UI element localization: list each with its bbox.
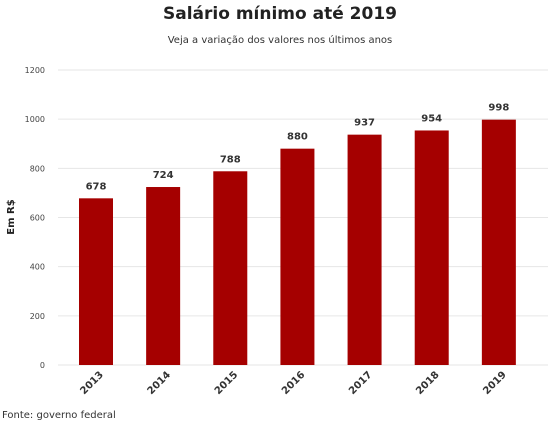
bar-2018 xyxy=(414,130,449,365)
x-tick-label: 2015 xyxy=(213,369,240,396)
x-tick-label: 2014 xyxy=(146,369,173,396)
data-label-2019: 998 xyxy=(488,103,509,114)
y-axis-ticks: 0 200 400 600 800 1000 1200 xyxy=(25,66,45,370)
x-tick-label: 2019 xyxy=(481,369,508,396)
data-label-2014: 724 xyxy=(153,170,174,181)
source-note: Fonte: governo federal xyxy=(2,410,116,421)
x-tick-label: 2017 xyxy=(347,369,374,396)
bar-2017 xyxy=(347,134,382,365)
bar-2016 xyxy=(280,148,315,365)
data-label-2018: 954 xyxy=(421,113,442,124)
y-tick-label: 400 xyxy=(30,263,45,272)
x-tick-label: 2016 xyxy=(280,369,307,396)
data-label-2015: 788 xyxy=(220,154,241,165)
chart-subtitle: Veja a variação dos valores nos últimos … xyxy=(167,35,393,46)
bars xyxy=(79,119,516,366)
y-tick-label: 1200 xyxy=(25,66,45,75)
data-label-2016: 880 xyxy=(287,132,308,143)
y-axis-label: Em R$ xyxy=(6,199,17,234)
x-axis-ticks: 2013 2014 2015 2016 2017 2018 2019 xyxy=(78,369,508,396)
x-tick-label: 2018 xyxy=(414,369,441,396)
y-tick-label: 600 xyxy=(30,214,45,223)
bar-2019 xyxy=(481,119,516,366)
bar-2013 xyxy=(79,198,113,365)
bar-2015 xyxy=(213,171,248,365)
x-tick-label: 2013 xyxy=(78,369,105,396)
data-label-2013: 678 xyxy=(86,181,107,192)
data-labels: 678 724 788 880 937 954 998 xyxy=(86,103,510,193)
data-label-2017: 937 xyxy=(354,118,375,129)
y-tick-label: 200 xyxy=(30,312,45,321)
y-tick-label: 0 xyxy=(40,361,45,370)
chart-title: Salário mínimo até 2019 xyxy=(163,4,397,24)
bar-2014 xyxy=(146,187,181,365)
y-tick-label: 800 xyxy=(30,164,45,173)
y-tick-label: 1000 xyxy=(25,115,45,124)
